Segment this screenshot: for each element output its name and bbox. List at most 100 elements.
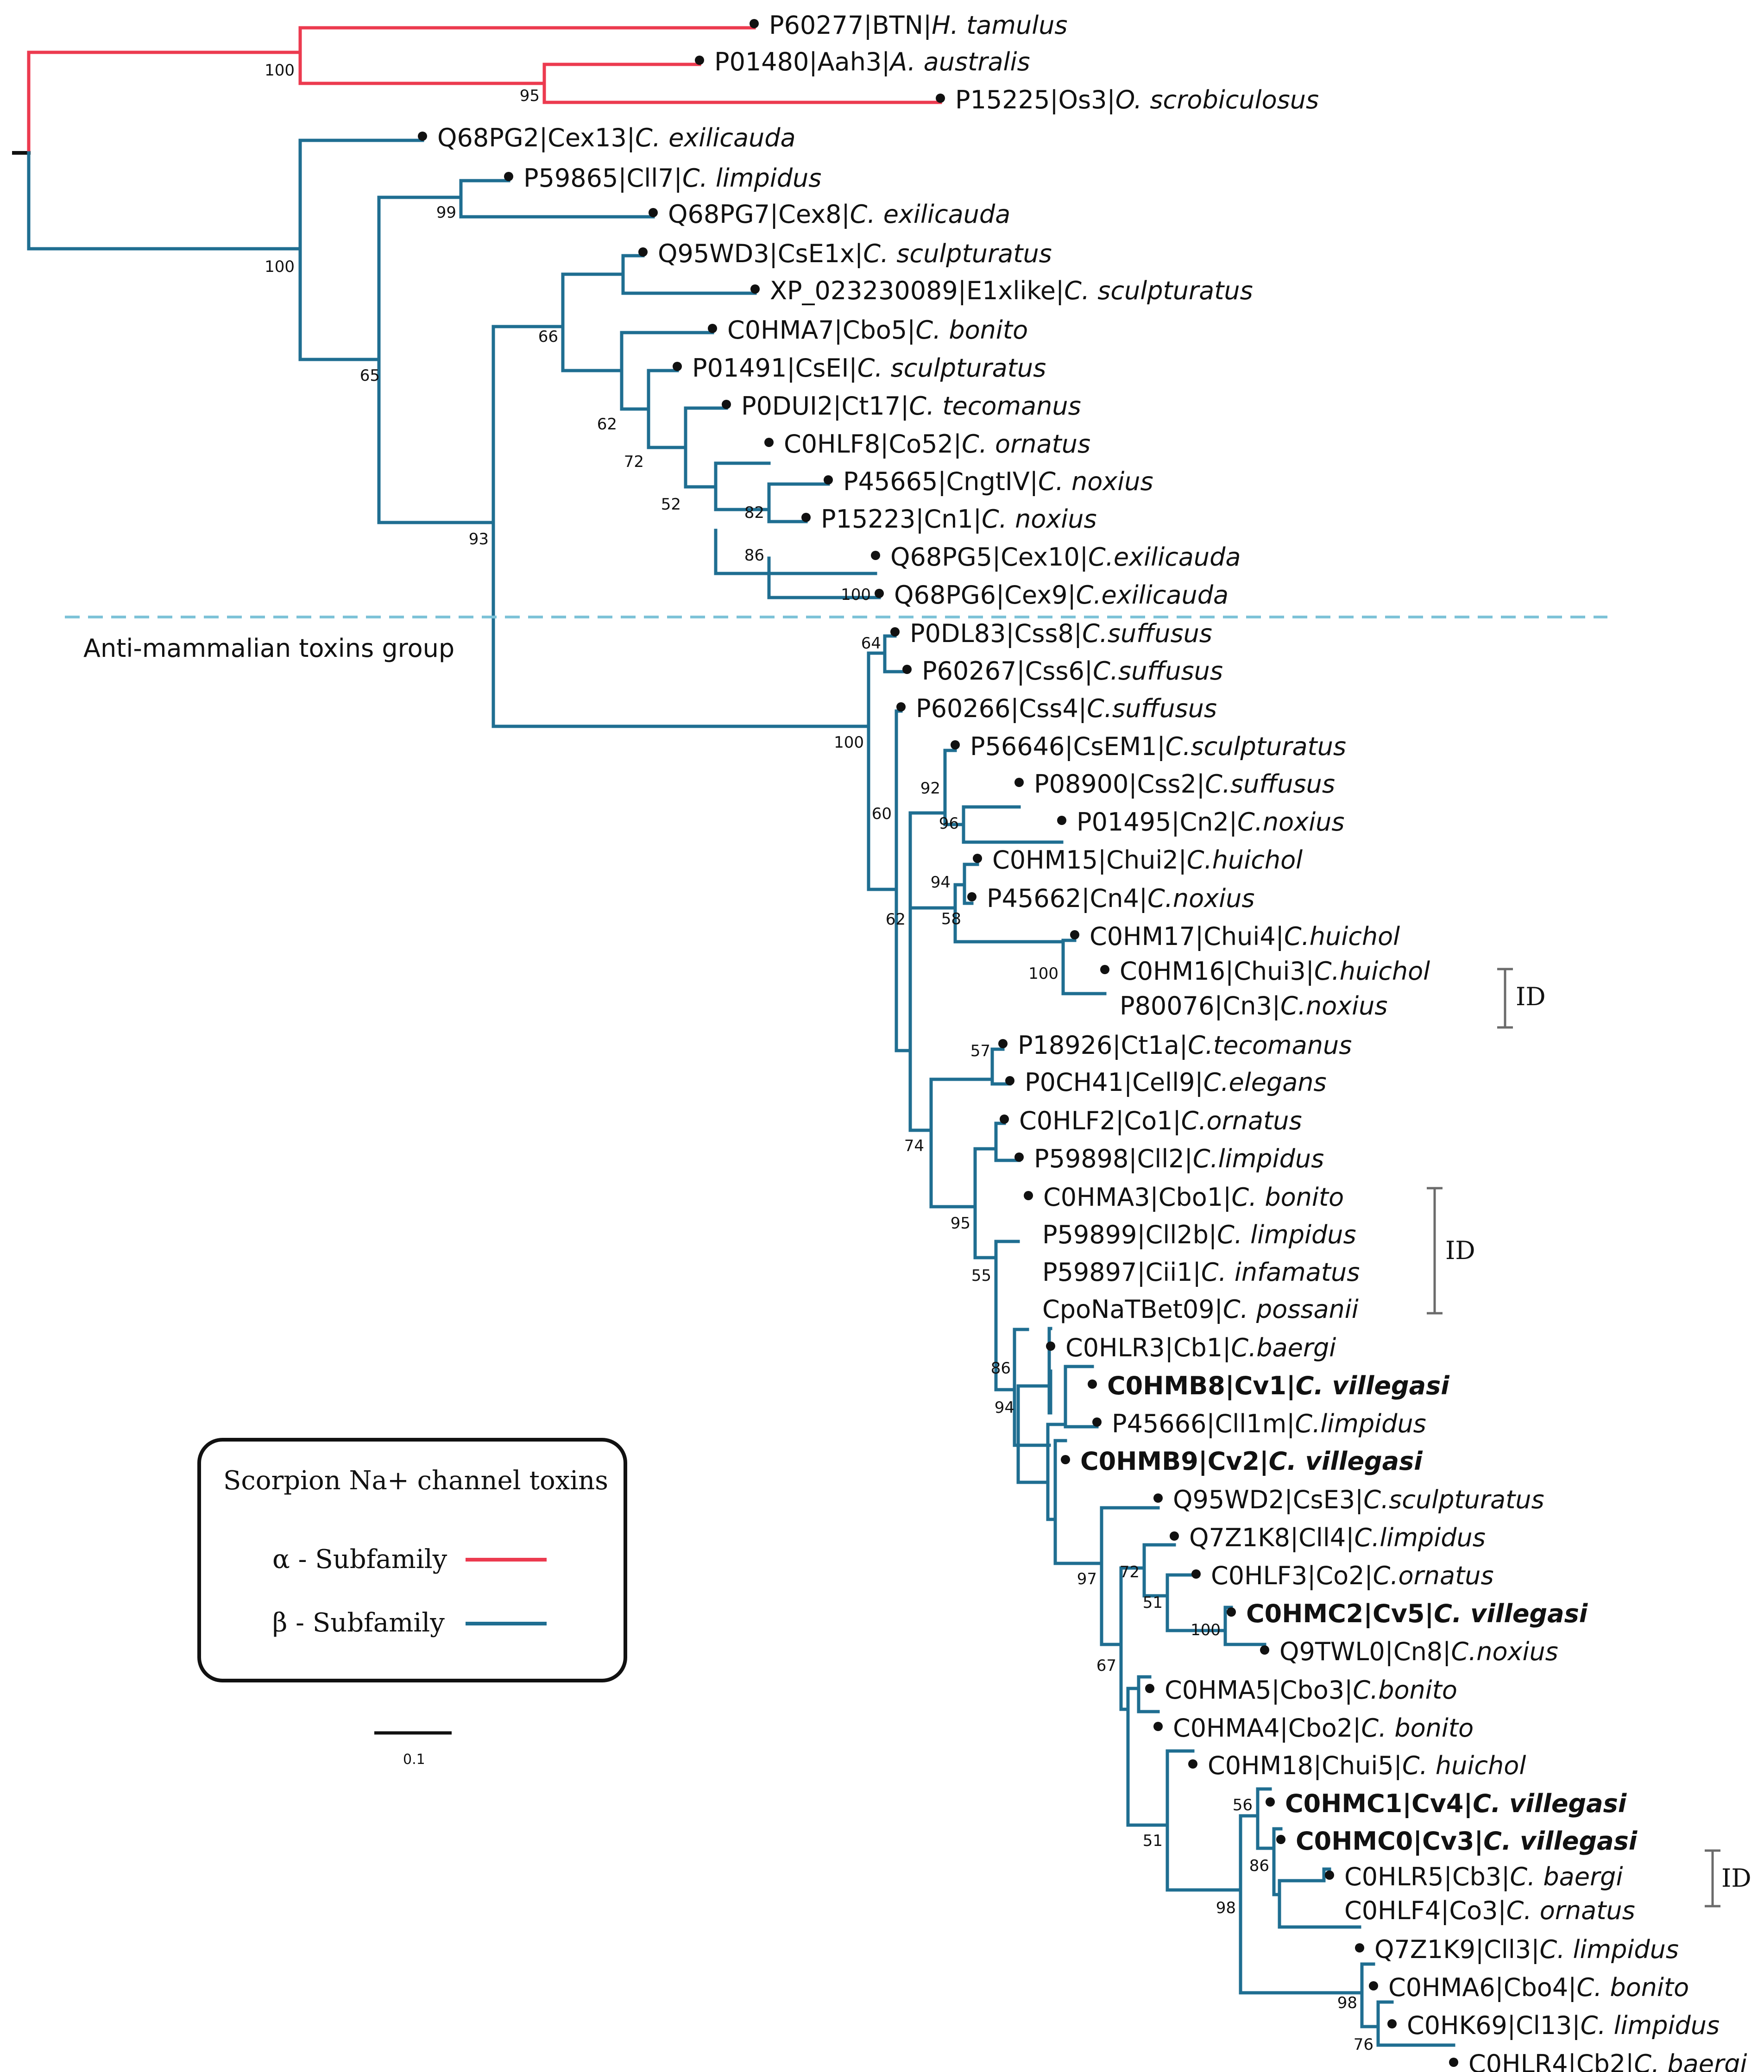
leaf-label: C0HMC2|Cv5|C. villegasi <box>1246 1599 1588 1628</box>
leaf-species: C.huichol <box>1314 957 1430 986</box>
leaf-accession-toxin: P0CH41|Cell9| <box>1025 1068 1203 1097</box>
leaf-tip-dot <box>1005 1076 1014 1085</box>
leaf-accession-toxin: P0DL83|Css8| <box>910 619 1082 648</box>
id-bracket-2 <box>1427 1187 1443 1315</box>
legend-box <box>197 1438 627 1682</box>
leaf-species: C.exilicauda <box>1088 542 1241 572</box>
leaf-tip-dot <box>1092 1417 1102 1427</box>
leaf-tip-dot <box>722 400 731 409</box>
leaf-tip-dot <box>1266 1797 1275 1807</box>
leaf-label: P0DUI2|Ct17|C. tecomanus <box>741 391 1081 421</box>
leaf-species: C.suffusus <box>1093 656 1223 686</box>
leaf-label: C0HLF4|Co3|C. ornatus <box>1344 1896 1635 1925</box>
leaf-accession-toxin: C0HMA6|Cbo4| <box>1388 1973 1576 2002</box>
leaf-label: P59899|Cll2b|C. limpidus <box>1042 1220 1356 1249</box>
leaf-label: C0HMB9|Cv2|C. villegasi <box>1080 1447 1423 1476</box>
leaf-species: C.baergi <box>1231 1333 1336 1362</box>
support-value: 100 <box>265 61 295 80</box>
leaf-label: P15223|Cn1|C. noxius <box>821 504 1097 534</box>
leaf-accession-toxin: Q9TWL0|Cn8| <box>1279 1637 1451 1666</box>
leaf-tip-dot <box>890 627 900 636</box>
id-label-2: ID <box>1445 1236 1475 1265</box>
leaf-label: P56646|CsEM1|C.sculpturatus <box>970 732 1346 761</box>
leaf-species: C.limpidus <box>1295 1409 1426 1438</box>
leaf-species: C. exilicauda <box>635 123 796 152</box>
support-value: 67 <box>1096 1656 1116 1675</box>
leaf-label: C0HM15|Chui2|C.huichol <box>992 845 1303 875</box>
leaf-tip-dot <box>936 94 945 103</box>
leaf-tip-dot <box>638 247 648 257</box>
leaf-tip-dot <box>1145 1684 1154 1693</box>
leaf-accession-toxin: P59897|Cii1| <box>1042 1258 1201 1287</box>
support-value: 55 <box>971 1266 991 1285</box>
leaf-label: P59897|Cii1|C. infamatus <box>1042 1258 1360 1287</box>
leaf-species: C.noxius <box>1280 991 1387 1020</box>
leaf-accession-toxin: Q68PG6|Cex9| <box>894 580 1076 610</box>
leaf-label: P60267|Css6|C.suffusus <box>922 656 1223 686</box>
leaf-species: C.ornatus <box>1181 1106 1302 1135</box>
leaf-accession-toxin: P80076|Cn3| <box>1120 991 1280 1020</box>
id-bracket-3 <box>1705 1849 1720 1908</box>
support-value: 100 <box>841 586 871 604</box>
leaf-accession-toxin: Q68PG7|Cex8| <box>668 200 850 229</box>
alpha-subfamily-branches <box>27 26 942 155</box>
support-value: 82 <box>744 504 764 522</box>
leaf-label: P60277|BTN|H. tamulus <box>769 11 1068 40</box>
leaf-accession-toxin: C0HMC1|Cv4| <box>1285 1789 1473 1818</box>
leaf-label: C0HMA6|Cbo4|C. bonito <box>1388 1973 1689 2002</box>
support-value: 94 <box>931 873 951 892</box>
leaf-species: C.ornatus <box>1373 1561 1494 1590</box>
leaf-label: P0CH41|Cell9|C.elegans <box>1025 1068 1327 1097</box>
support-value: 74 <box>904 1137 924 1155</box>
support-value: 86 <box>991 1359 1011 1378</box>
support-value: 62 <box>886 910 906 929</box>
support-value: 51 <box>1143 1832 1163 1850</box>
support-value: 94 <box>995 1398 1014 1417</box>
leaf-label: P45666|Cll1m|C.limpidus <box>1112 1409 1426 1438</box>
leaf-tip-dot <box>1061 1455 1070 1464</box>
support-value: 98 <box>1337 1994 1357 2012</box>
leaf-accession-toxin: Q7Z1K9|Cll3| <box>1374 1935 1539 1964</box>
id-label-1: ID <box>1516 982 1546 1011</box>
leaf-accession-toxin: C0HLF2|Co1| <box>1019 1106 1181 1135</box>
support-value: 100 <box>1028 964 1058 983</box>
leaf-accession-toxin: P15225|Os3| <box>955 85 1115 114</box>
leaf-accession-toxin: C0HLR5|Cb3| <box>1344 1862 1510 1891</box>
leaf-label: C0HLR3|Cb1|C.baergi <box>1065 1333 1336 1362</box>
leaf-accession-toxin: C0HMC2|Cv5| <box>1246 1599 1434 1628</box>
leaf-tip-dot <box>1024 1191 1033 1200</box>
leaf-label: C0HMA3|Cbo1|C. bonito <box>1043 1183 1344 1212</box>
leaf-accession-toxin: P18926|Ct1a| <box>1018 1031 1188 1060</box>
leaf-tip-dot <box>1355 1943 1364 1952</box>
leaf-accession-toxin: P59898|Cll2| <box>1034 1144 1193 1173</box>
leaf-species: C. baergi <box>1634 2049 1747 2072</box>
leaf-tip-dot <box>695 56 704 65</box>
leaf-species: C. possanii <box>1223 1295 1359 1324</box>
leaf-species: C. exilicauda <box>850 200 1011 229</box>
leaf-species: A. australis <box>888 47 1030 76</box>
leaf-label: Q95WD3|CsE1x|C. sculpturatus <box>658 239 1052 268</box>
leaf-accession-toxin: P01491|CsEI| <box>692 353 857 383</box>
leaf-species: C. sculpturatus <box>857 353 1046 383</box>
leaf-tip-dot <box>801 513 811 522</box>
leaf-tip-dot <box>1369 1981 1378 1990</box>
leaf-label: C0HM17|Chui4|C.huichol <box>1090 922 1400 951</box>
support-value: 66 <box>538 327 558 346</box>
leaf-tip-dot <box>824 475 833 485</box>
leaf-accession-toxin: C0HM18|Chui5| <box>1208 1751 1402 1780</box>
beta-subfamily-branches <box>27 139 1455 2047</box>
support-value: 76 <box>1354 2035 1373 2054</box>
support-value: 92 <box>920 779 940 798</box>
id-label-3: ID <box>1721 1864 1751 1893</box>
leaf-label: C0HLF2|Co1|C.ornatus <box>1019 1106 1302 1135</box>
leaf-label: P18926|Ct1a|C.tecomanus <box>1018 1031 1352 1060</box>
leaf-tip-dot <box>973 854 982 863</box>
leaf-label: C0HK69|Cl13|C. limpidus <box>1407 2011 1720 2040</box>
leaf-accession-toxin: C0HMC0|Cv3| <box>1296 1826 1483 1856</box>
leaf-label: Q7Z1K9|Cll3|C. limpidus <box>1374 1935 1679 1964</box>
leaf-label: C0HMC1|Cv4|C. villegasi <box>1285 1789 1627 1818</box>
leaf-label: C0HLF3|Co2|C.ornatus <box>1211 1561 1494 1590</box>
leaf-species: C. bonito <box>1361 1713 1474 1743</box>
leaf-tip-dot <box>1088 1379 1097 1389</box>
